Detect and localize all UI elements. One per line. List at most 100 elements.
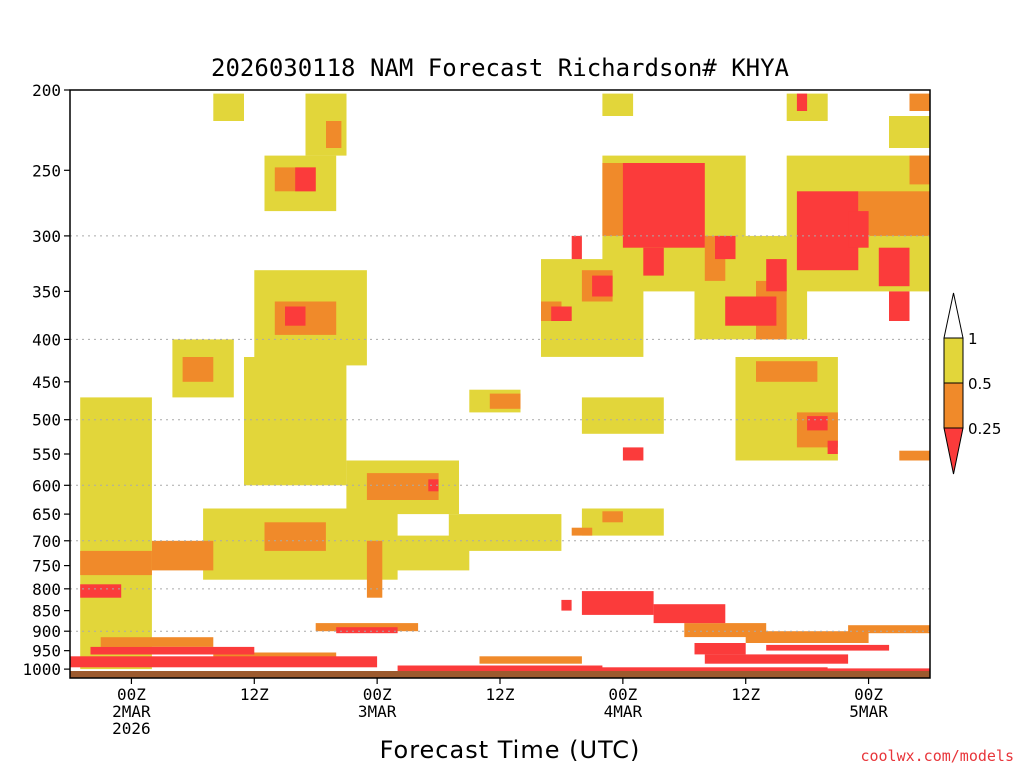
ri-cell-0-5-1 — [213, 93, 244, 121]
legend-swatch-0-5-1 — [943, 337, 964, 384]
y-tick-label: 850 — [32, 602, 61, 621]
x-tick-label: 12Z — [486, 685, 515, 704]
x-tick-label: 00Z — [117, 685, 146, 704]
ri-cell-lt-0-25 — [581, 667, 828, 674]
legend-swatch-lt-0-25 — [943, 427, 964, 475]
ri-cell-lt-0-25 — [551, 306, 572, 321]
ri-cell-0-25-0-5 — [571, 527, 593, 536]
ground-surface — [70, 671, 930, 678]
ri-cell-0-25-0-5 — [848, 625, 930, 634]
legend-label: 0.5 — [968, 375, 992, 393]
ri-cell-0-25-0-5 — [366, 540, 383, 598]
ri-cell-lt-0-25 — [90, 646, 255, 655]
x-tick-label: 12Z — [240, 685, 269, 704]
ri-cell-lt-0-25 — [581, 591, 654, 615]
y-tick-label: 950 — [32, 642, 61, 661]
y-tick-label: 500 — [32, 411, 61, 430]
ri-cell-0-25-0-5 — [100, 637, 214, 647]
ri-cell-0-25-0-5 — [213, 652, 337, 660]
ri-cell-0-25-0-5 — [909, 93, 930, 111]
ri-cell-0-25-0-5 — [745, 631, 869, 643]
ri-cell-0-25-0-5 — [479, 656, 582, 664]
colorbar-legend: 1 0.5 0.25 — [943, 292, 1001, 475]
y-tick-label: 800 — [32, 580, 61, 599]
y-tick-label: 400 — [32, 330, 61, 349]
x-tick-label: 00Z — [608, 685, 637, 704]
y-tick-label: 450 — [32, 373, 61, 392]
ri-cell-lt-0-25 — [715, 235, 736, 260]
ri-cell-lt-0-25 — [643, 247, 664, 276]
y-tick-label: 750 — [32, 557, 61, 576]
ri-cell-0-25-0-5 — [868, 198, 930, 224]
ri-cell-lt-0-25 — [295, 167, 316, 192]
ri-cell-0-25-0-5 — [151, 540, 214, 571]
x-tick-label: 4MAR — [604, 702, 643, 721]
legend-label: 1 — [968, 330, 978, 348]
legend-swatch-0-25-0-5 — [943, 382, 964, 429]
y-tick-label: 200 — [32, 81, 61, 100]
ri-cell-0-25-0-5 — [899, 450, 930, 461]
y-tick-label: 250 — [32, 161, 61, 180]
y-tick-label: 650 — [32, 505, 61, 524]
ri-cell-lt-0-25 — [80, 584, 122, 598]
ri-cell-lt-0-25 — [878, 247, 910, 287]
ri-cell-lt-0-25 — [653, 604, 726, 624]
y-tick-label: 550 — [32, 445, 61, 464]
y-tick-label: 700 — [32, 532, 61, 551]
ri-cell-lt-0-25 — [796, 191, 859, 271]
site-credit: coolwx.com/models — [860, 747, 1014, 765]
ri-cell-lt-0-25 — [592, 275, 613, 297]
y-tick-label: 600 — [32, 476, 61, 495]
ri-cell-lt-0-25 — [796, 93, 808, 111]
ri-cell-lt-0-25 — [807, 416, 828, 431]
ri-cell-lt-0-25 — [725, 296, 777, 326]
ri-cell-0-25-0-5 — [80, 550, 152, 576]
ri-cell-lt-0-25 — [827, 440, 838, 454]
ri-cell-lt-0-25 — [766, 644, 890, 651]
ri-cell-lt-0-25 — [622, 447, 644, 461]
y-tick-label: 1000 — [22, 660, 61, 679]
ri-cell-0-5-1 — [889, 116, 930, 148]
ri-cell-0-25-0-5 — [326, 121, 342, 148]
y-tick-label: 900 — [32, 622, 61, 641]
ri-cell-lt-0-25 — [561, 599, 572, 611]
ri-cell-lt-0-25 — [622, 163, 705, 248]
plot-area — [70, 90, 930, 678]
ri-cell-0-25-0-5 — [315, 623, 419, 632]
ri-cell-0-5-1 — [448, 514, 562, 551]
ri-field — [70, 90, 930, 678]
x-tick-label: 3MAR — [358, 702, 397, 721]
ri-cell-0-25-0-5 — [264, 522, 326, 551]
ri-cell-lt-0-25 — [848, 211, 869, 248]
ri-cell-0-25-0-5 — [182, 357, 214, 382]
y-axis: 200 250 300 350 400 450 500 550 600 650 700 750 800 8… — [22, 81, 70, 679]
ri-cell-0-5-1 — [602, 93, 634, 116]
x-tick-label: 2MAR — [112, 702, 151, 721]
ri-cell-lt-0-25 — [336, 627, 398, 634]
y-tick-label: 300 — [32, 227, 61, 246]
ri-cell-lt-0-25 — [807, 668, 930, 674]
ri-cell-0-25-0-5 — [602, 511, 623, 523]
ri-cell-0-25-0-5 — [366, 473, 439, 500]
ri-cell-0-5-1 — [244, 357, 347, 486]
legend-swatch-gt-1 — [943, 292, 964, 339]
ri-cell-lt-0-25 — [70, 656, 378, 668]
chart-title: 2026030118 NAM Forecast Richardson# KHYA — [211, 54, 790, 82]
x-tick-label: 00Z — [854, 685, 883, 704]
ri-cell-lt-0-25 — [571, 235, 582, 260]
ri-cell-lt-0-25 — [694, 643, 746, 655]
legend-label: 0.25 — [968, 420, 1001, 438]
ri-cell-0-25-0-5 — [756, 361, 818, 382]
x-tick-label: 12Z — [731, 685, 760, 704]
ri-cell-0-5-1 — [80, 397, 152, 670]
ri-cell-0-25-0-5 — [909, 155, 930, 185]
ri-cell-lt-0-25 — [889, 291, 910, 321]
ri-cell-lt-0-25 — [704, 654, 849, 664]
ri-cell-lt-0-25 — [766, 259, 787, 292]
x-tick-label: 00Z — [363, 685, 392, 704]
y-tick-label: 350 — [32, 282, 61, 301]
ri-cell-0-5-1 — [581, 397, 664, 434]
ri-cell-lt-0-25 — [397, 665, 603, 673]
